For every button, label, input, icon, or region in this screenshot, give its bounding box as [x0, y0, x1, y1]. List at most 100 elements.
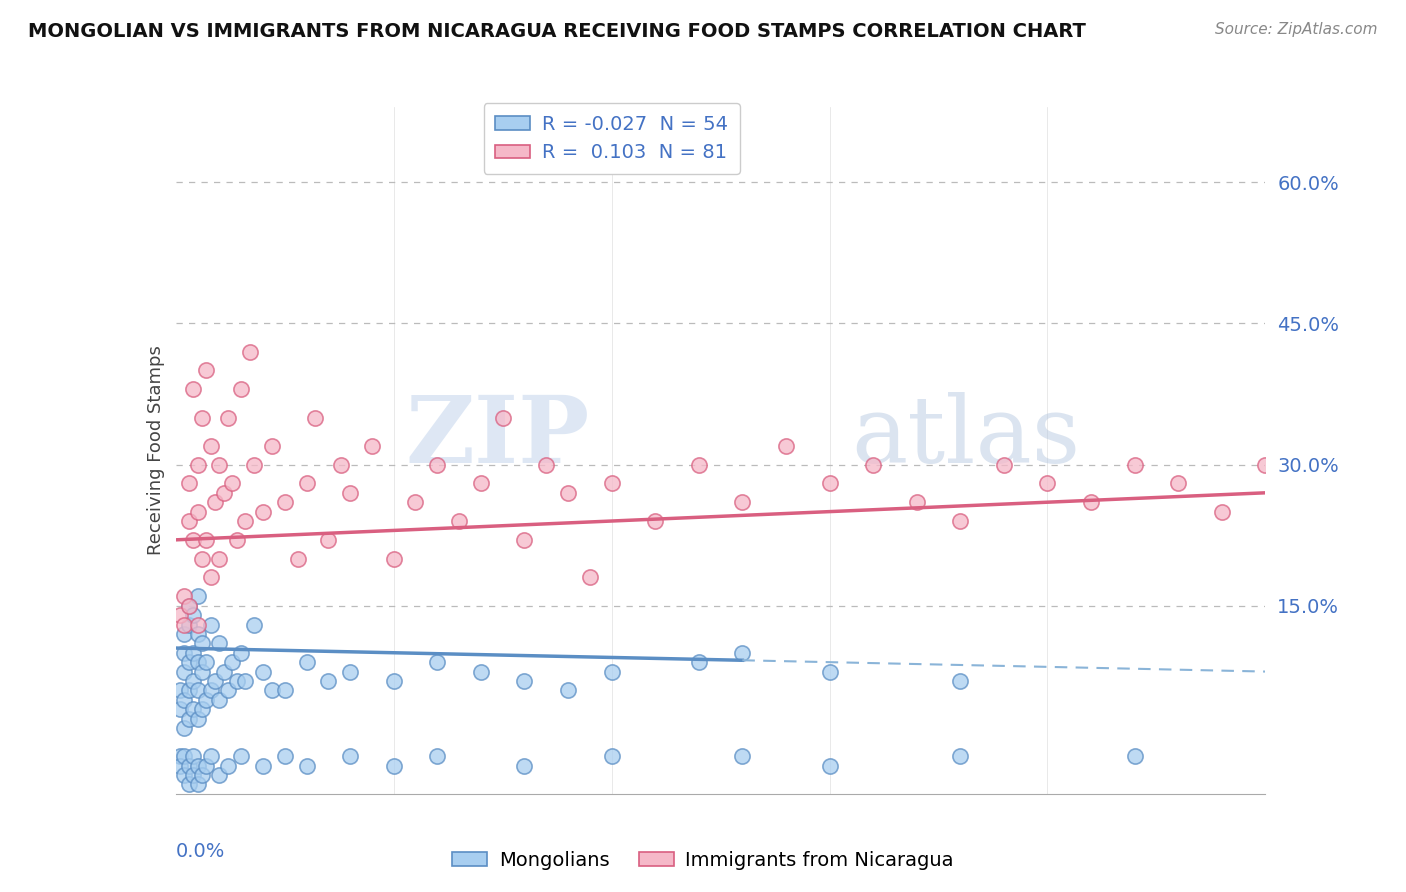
Point [200, 683, 222, 698]
Point [217, 758, 239, 772]
Point [177, 599, 200, 613]
Point [688, 458, 710, 472]
Point [221, 655, 243, 669]
Point [252, 758, 274, 772]
Y-axis label: Receiving Food Stamps: Receiving Food Stamps [146, 345, 165, 556]
Point [177, 712, 200, 726]
Point [208, 551, 231, 566]
Point [177, 599, 200, 613]
Point [1123, 749, 1146, 764]
Point [1341, 476, 1364, 491]
Point [287, 551, 309, 566]
Point [186, 777, 209, 791]
Legend: R = -0.027  N = 54, R =  0.103  N = 81: R = -0.027 N = 54, R = 0.103 N = 81 [484, 103, 740, 174]
Point [177, 476, 200, 491]
Point [169, 608, 191, 623]
Point [177, 514, 200, 528]
Point [949, 514, 972, 528]
Point [339, 665, 361, 679]
Point [181, 533, 204, 547]
Point [177, 617, 200, 632]
Point [274, 495, 297, 509]
Point [186, 655, 209, 669]
Point [195, 363, 218, 377]
Point [513, 673, 536, 688]
Point [200, 439, 222, 453]
Point [186, 505, 209, 519]
Point [173, 768, 195, 782]
Point [173, 721, 195, 735]
Point [239, 344, 262, 359]
Point [173, 749, 195, 764]
Point [186, 617, 209, 632]
Point [186, 627, 209, 641]
Point [1211, 505, 1233, 519]
Point [274, 683, 297, 698]
Point [426, 655, 449, 669]
Point [235, 514, 257, 528]
Point [181, 702, 204, 716]
Point [731, 646, 754, 660]
Point [208, 768, 231, 782]
Point [177, 758, 200, 772]
Point [195, 693, 218, 707]
Point [186, 683, 209, 698]
Point [513, 533, 536, 547]
Text: MONGOLIAN VS IMMIGRANTS FROM NICARAGUA RECEIVING FOOD STAMPS CORRELATION CHART: MONGOLIAN VS IMMIGRANTS FROM NICARAGUA R… [28, 22, 1085, 41]
Point [195, 758, 218, 772]
Point [492, 410, 515, 425]
Point [231, 749, 253, 764]
Point [339, 749, 361, 764]
Point [318, 673, 340, 688]
Point [557, 683, 579, 698]
Point [186, 758, 209, 772]
Point [1080, 495, 1102, 509]
Point [225, 533, 247, 547]
Point [191, 768, 214, 782]
Point [169, 758, 191, 772]
Point [243, 458, 266, 472]
Point [191, 551, 214, 566]
Point [600, 476, 623, 491]
Point [318, 533, 340, 547]
Point [360, 439, 382, 453]
Point [177, 777, 200, 791]
Point [1167, 476, 1189, 491]
Point [181, 673, 204, 688]
Point [173, 646, 195, 660]
Point [208, 636, 231, 650]
Point [862, 458, 884, 472]
Point [295, 758, 318, 772]
Point [181, 768, 204, 782]
Point [1036, 476, 1059, 491]
Point [177, 683, 200, 698]
Point [993, 458, 1015, 472]
Point [243, 617, 266, 632]
Point [173, 617, 195, 632]
Point [217, 410, 239, 425]
Point [191, 636, 214, 650]
Point [217, 683, 239, 698]
Point [534, 458, 557, 472]
Point [470, 476, 492, 491]
Point [195, 533, 218, 547]
Point [181, 749, 204, 764]
Text: ZIP: ZIP [405, 392, 591, 482]
Point [818, 476, 841, 491]
Point [169, 702, 191, 716]
Point [208, 458, 231, 472]
Point [644, 514, 666, 528]
Point [200, 617, 222, 632]
Text: 0.0%: 0.0% [176, 842, 225, 861]
Point [731, 749, 754, 764]
Point [600, 665, 623, 679]
Point [208, 693, 231, 707]
Point [557, 485, 579, 500]
Point [447, 514, 470, 528]
Legend: Mongolians, Immigrants from Nicaragua: Mongolians, Immigrants from Nicaragua [444, 843, 962, 878]
Point [905, 495, 928, 509]
Point [169, 683, 191, 698]
Point [212, 665, 235, 679]
Point [295, 655, 318, 669]
Point [191, 410, 214, 425]
